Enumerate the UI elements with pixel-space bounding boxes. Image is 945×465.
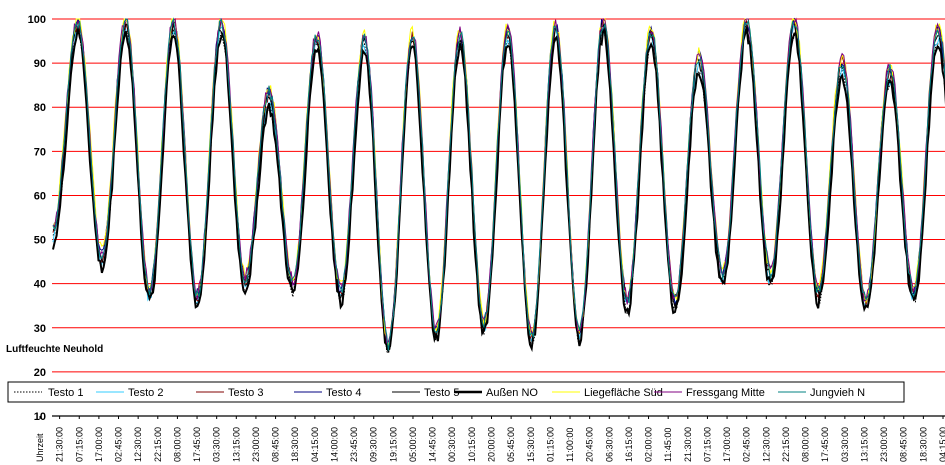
x-tick-label: 17:00:00 xyxy=(94,427,104,462)
x-tick-label: 08:45:00 xyxy=(271,427,281,462)
y-tick-label: 40 xyxy=(34,279,46,291)
y-tick-label: 20 xyxy=(34,367,46,379)
x-tick-label: 14:45:00 xyxy=(428,427,438,462)
x-tick-label: 21:30:00 xyxy=(55,427,65,462)
x-tick-label: 05:00:00 xyxy=(408,427,418,462)
x-tick-label: 07:15:00 xyxy=(74,427,84,462)
x-tick-label: 16:15:00 xyxy=(624,427,634,462)
legend-label: Jungvieh N xyxy=(810,387,865,399)
x-tick-label: 02:00:00 xyxy=(644,427,654,462)
x-tick-label: 22:15:00 xyxy=(153,427,163,462)
x-tick-label: 19:15:00 xyxy=(388,427,398,462)
legend-label: Testo 5 xyxy=(424,387,459,399)
y-axis-label: Luftfeuchte Neuhold xyxy=(6,344,103,355)
y-tick-label: 30 xyxy=(34,323,46,335)
y-tick-label: 70 xyxy=(34,146,46,158)
x-tick-label: 15:30:00 xyxy=(526,427,536,462)
x-tick-label: 09:30:00 xyxy=(369,427,379,462)
x-tick-label: 17:45:00 xyxy=(192,427,202,462)
x-tick-label: 23:00:00 xyxy=(879,427,889,462)
legend-label: Testo 3 xyxy=(228,387,263,399)
series-line xyxy=(52,27,945,353)
x-tick-label: 14:00:00 xyxy=(329,427,339,462)
x-tick-label: 02:45:00 xyxy=(114,427,124,462)
x-tick-label: 21:30:00 xyxy=(683,427,693,462)
x-tick-label: 04:15:00 xyxy=(938,427,945,462)
y-tick-label: 50 xyxy=(34,235,46,247)
x-tick-label: 17:00:00 xyxy=(722,427,732,462)
x-tick-label: 20:00:00 xyxy=(487,427,497,462)
x-tick-label: 05:45:00 xyxy=(506,427,516,462)
x-tick-label: 04:15:00 xyxy=(310,427,320,462)
x-tick-label: 23:00:00 xyxy=(251,427,261,462)
series-lines xyxy=(52,17,945,354)
y-tick-label: 80 xyxy=(34,102,46,114)
legend-label: Liegefläche Süd xyxy=(584,387,663,399)
x-tick-label: 06:30:00 xyxy=(604,427,614,462)
x-tick-label: 11:00:00 xyxy=(565,428,575,462)
x-tick-label: 00:30:00 xyxy=(447,427,457,462)
legend: Testo 1 Testo 2 Testo 3 Testo 4 Testo 5 Außen… xyxy=(7,381,905,403)
x-tick-label: 18:30:00 xyxy=(918,427,928,462)
x-tick-label: 03:30:00 xyxy=(212,427,222,462)
y-tick-label: 60 xyxy=(34,190,46,202)
x-tick-label: 11:45:00 xyxy=(663,428,673,462)
x-tick-label: 13:15:00 xyxy=(231,427,241,462)
x-tick-label: 18:30:00 xyxy=(290,427,300,462)
x-tick-label: 03:30:00 xyxy=(840,427,850,462)
x-tick-label: 07:15:00 xyxy=(702,427,712,462)
x-tick-label: 10:15:00 xyxy=(467,427,477,462)
x-tick-label: 12:30:00 xyxy=(133,427,143,462)
y-tick-label: 100 xyxy=(28,14,46,26)
x-tick-label: 08:00:00 xyxy=(172,427,182,462)
x-tick-label: 02:45:00 xyxy=(742,427,752,462)
x-tick-label: 12:30:00 xyxy=(761,427,771,462)
x-tick-label: 01:15:00 xyxy=(545,427,555,462)
x-tick-label: 20:45:00 xyxy=(585,427,595,462)
x-axis-ticks: Uhrzeit 21:30:00 07:15:00 17:00:00 02:45:00 1… xyxy=(35,416,945,462)
legend-label: Außen NO xyxy=(486,387,538,399)
x-tick-label: 23:45:00 xyxy=(349,427,359,462)
legend-label: Testo 1 xyxy=(48,387,83,399)
legend-label: Fressgang Mitte xyxy=(686,387,765,399)
y-tick-label: 90 xyxy=(34,58,46,70)
x-tick-label: 13:15:00 xyxy=(859,427,869,462)
x-tick-label: 08:00:00 xyxy=(801,427,811,462)
x-tick-label: 17:45:00 xyxy=(820,427,830,462)
series-line xyxy=(52,17,945,351)
legend-label: Testo 4 xyxy=(326,387,361,399)
legend-label: Testo 2 xyxy=(128,387,163,399)
x-tick-label: 22:15:00 xyxy=(781,427,791,462)
x-tick-label: Uhrzeit xyxy=(35,433,45,462)
x-tick-label: 08:45:00 xyxy=(899,427,909,462)
